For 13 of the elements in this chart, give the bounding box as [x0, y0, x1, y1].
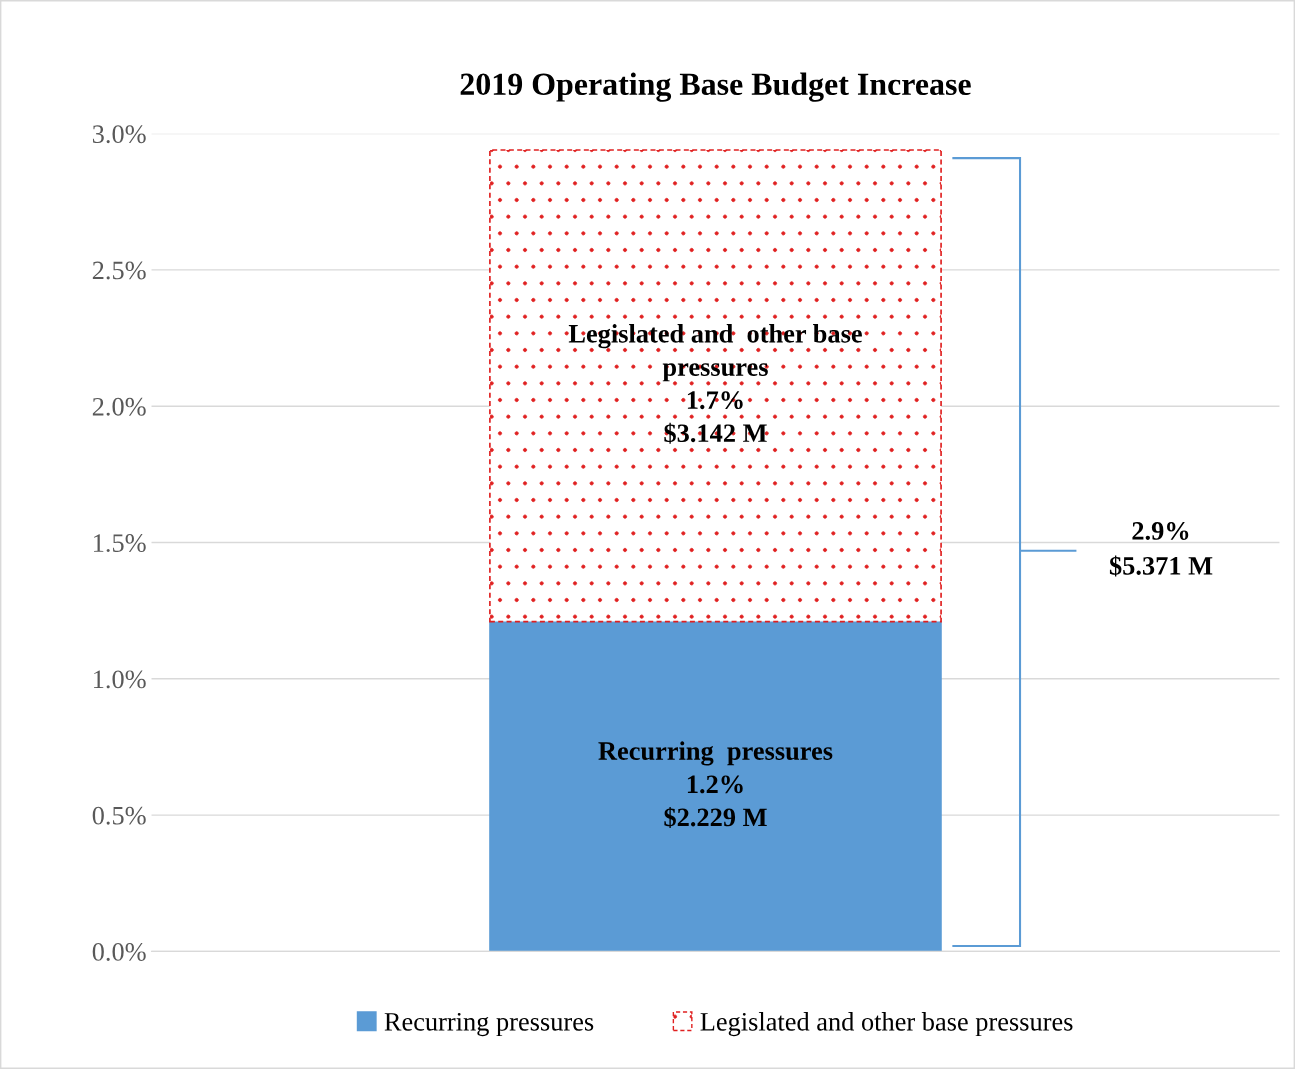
y-tick-label: 3.0%	[92, 125, 146, 144]
y-tick-label: 2.0%	[92, 397, 146, 416]
chart-title: 2019 Operating Base Budget Increase	[460, 72, 971, 102]
y-tick-label: 1.5%	[94, 534, 146, 553]
data-label: Legislated and other base pressures 1.7% $3.142 M	[568, 324, 862, 444]
y-tick-label: 0.5%	[92, 806, 146, 825]
legend-label: Recurring pressures	[384, 1012, 594, 1037]
data-label: Recurring pressures 1.2% $2.229 M	[598, 741, 833, 829]
y-tick-label: 0.0%	[92, 943, 146, 961]
legend-label: Legislated and other base pressures	[700, 1012, 1073, 1037]
y-tick-label: 2.5%	[92, 261, 146, 280]
y-tick-label: 1.0%	[94, 670, 146, 689]
annotation: 2.9% $5.371 M	[1109, 522, 1213, 577]
